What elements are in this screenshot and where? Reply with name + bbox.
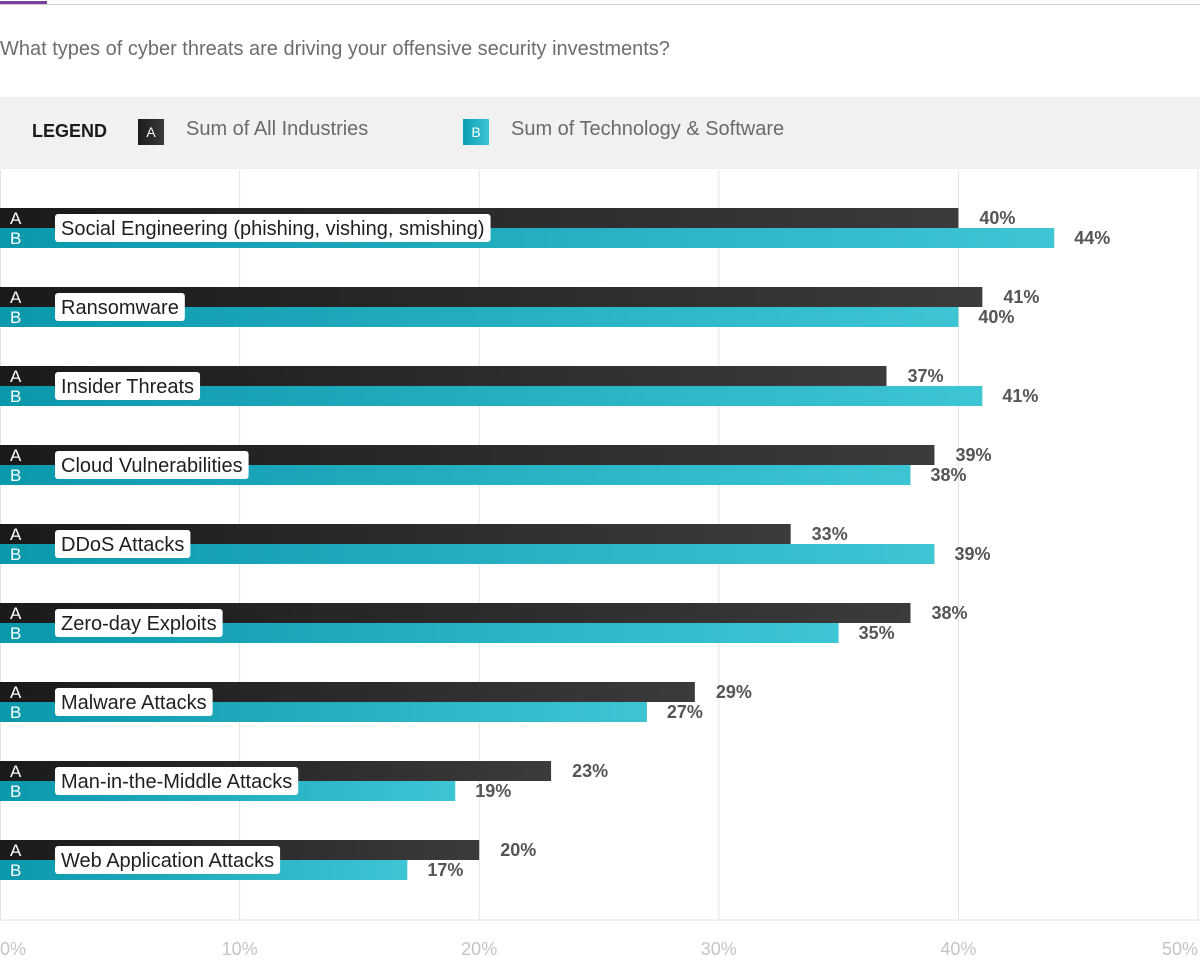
value-label-a: 40% [979,208,1015,228]
category-label: Man-in-the-Middle Attacks [61,771,292,793]
category-group: A 39% B 38% Cloud Vulnerabilities [0,445,991,485]
legend: LEGEND A Sum of All Industries B Sum of … [0,97,1200,169]
series-key-b: B [10,466,21,485]
chart-question: What types of cyber threats are driving … [0,38,670,60]
series-key-a: A [10,604,22,623]
category-label: Social Engineering (phishing, vishing, s… [61,218,485,240]
series-key-b: B [10,861,21,880]
value-label-b: 40% [978,307,1014,327]
category-label: Cloud Vulnerabilities [61,455,243,477]
category-group: A 41% B 40% Ransomware [0,287,1039,327]
category-group: A 20% B 17% Web Application Attacks [0,840,536,880]
category-label-box [55,846,281,874]
x-tick-label-10: 10% [222,939,258,959]
category-label: Web Application Attacks [61,850,274,872]
x-tick-label-40: 40% [940,939,976,959]
series-key-b: B [10,545,21,564]
value-label-a: 29% [716,682,752,702]
bar-a [0,524,791,544]
category-label: Malware Attacks [61,692,207,714]
series-key-a: A [10,367,22,386]
category-label: Zero-day Exploits [61,613,217,635]
series-key-a: A [10,446,22,465]
legend-title: LEGEND [32,121,108,141]
bar-b [0,544,935,564]
category-label: DDoS Attacks [61,534,184,556]
category-label-box [55,293,185,321]
legend-label-a: Sum of All Industries [186,118,369,140]
x-tick-label-0: 0% [0,939,26,959]
top-divider [0,4,1200,5]
category-label: Insider Threats [61,376,194,398]
x-tick-label-50: 50% [1162,939,1198,959]
series-key-b: B [10,782,21,801]
top-accent-bar [0,1,47,5]
category-group: A 29% B 27% Malware Attacks [0,682,752,722]
category-label-box [55,214,491,242]
category-label-box [55,451,249,479]
value-label-b: 35% [859,623,895,643]
series-key-a: A [10,683,22,702]
value-label-a: 20% [500,840,536,860]
category-group: A 40% B 44% Social Engineering (phishing, vi… [0,208,1110,248]
category-group: A 38% B 35% Zero-day Exploits [0,603,968,643]
value-label-a: 37% [908,366,944,386]
series-key-a: A [10,209,22,228]
category-label-box [55,609,223,637]
value-label-b: 27% [667,702,703,722]
bar-b [0,386,983,406]
value-label-b: 41% [1002,386,1038,406]
value-label-a: 33% [812,524,848,544]
value-label-b: 39% [954,544,990,564]
series-key-a: A [10,762,22,781]
series-key-b: B [10,703,21,722]
bar-a [0,366,887,386]
x-tick-label-20: 20% [461,939,497,959]
category-label-box [55,372,201,400]
value-label-a: 41% [1003,287,1039,307]
series-key-b: B [10,624,21,643]
x-tick-label-30: 30% [701,939,737,959]
category-label-box [55,688,213,716]
bar-b [0,307,959,327]
value-label-b: 17% [427,860,463,880]
category-label-box [55,767,299,795]
series-key-a: A [10,288,22,307]
category-group: A 33% B 39% DDoS Attacks [0,524,990,564]
value-label-a: 39% [955,445,991,465]
legend-swatch-a: A [138,119,164,145]
value-label-b: 44% [1074,228,1110,248]
bar-a [0,287,983,307]
bar-a [0,603,911,623]
category-group: A 37% B 41% Insider Threats [0,366,1038,406]
series-key-b: B [10,387,21,406]
value-label-a: 23% [572,761,608,781]
legend-swatch-b: B [463,119,489,145]
category-group: A 23% B 19% Man-in-the-Middle Attacks [0,761,608,801]
series-key-a: A [10,525,22,544]
value-label-b: 19% [475,781,511,801]
category-label: Ransomware [61,297,179,319]
series-key-b: B [10,229,21,248]
category-label-box [55,530,191,558]
series-key-b: B [10,308,21,327]
value-label-a: 38% [931,603,967,623]
series-key-a: A [10,841,22,860]
legend-label-b: Sum of Technology & Software [511,118,785,140]
value-label-b: 38% [930,465,966,485]
